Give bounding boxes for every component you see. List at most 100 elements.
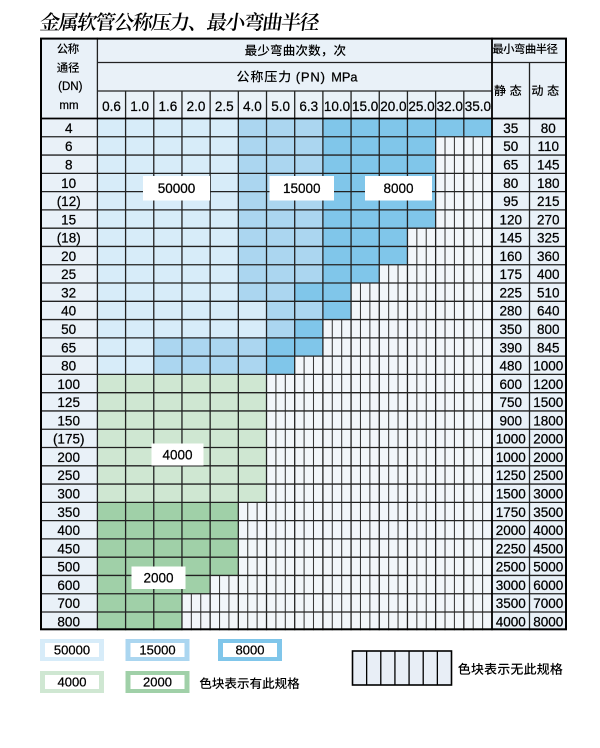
svg-text:1000: 1000 bbox=[533, 359, 563, 374]
svg-text:2500: 2500 bbox=[533, 468, 563, 483]
svg-text:300: 300 bbox=[57, 487, 80, 502]
svg-text:6: 6 bbox=[65, 139, 73, 154]
svg-text:5000: 5000 bbox=[533, 560, 563, 575]
svg-text:700: 700 bbox=[57, 596, 80, 611]
svg-text:1500: 1500 bbox=[533, 395, 563, 410]
svg-text:80: 80 bbox=[541, 121, 556, 136]
svg-text:50: 50 bbox=[61, 322, 76, 337]
svg-text:110: 110 bbox=[537, 139, 559, 154]
svg-text:35: 35 bbox=[503, 121, 518, 136]
svg-text:600: 600 bbox=[499, 377, 522, 392]
svg-text:(18): (18) bbox=[57, 231, 81, 246]
svg-text:510: 510 bbox=[537, 285, 560, 300]
svg-text:10.0: 10.0 bbox=[324, 99, 350, 114]
svg-text:180: 180 bbox=[537, 176, 560, 191]
svg-text:(175): (175) bbox=[53, 432, 85, 447]
svg-text:MPa: MPa bbox=[331, 69, 358, 84]
svg-text:(DN): (DN) bbox=[58, 81, 82, 93]
svg-text:10: 10 bbox=[61, 176, 76, 191]
svg-text:4500: 4500 bbox=[533, 541, 563, 556]
svg-text:2000: 2000 bbox=[143, 675, 172, 690]
svg-text:280: 280 bbox=[499, 304, 522, 319]
svg-text:32: 32 bbox=[61, 285, 76, 300]
svg-text:4: 4 bbox=[65, 121, 73, 136]
svg-text:15: 15 bbox=[61, 212, 76, 227]
svg-text:8000: 8000 bbox=[383, 181, 413, 196]
svg-text:6.3: 6.3 bbox=[299, 99, 318, 114]
svg-text:8000: 8000 bbox=[533, 614, 563, 629]
svg-text:4.0: 4.0 bbox=[243, 99, 262, 114]
svg-text:3000: 3000 bbox=[533, 487, 563, 502]
svg-text:40: 40 bbox=[61, 304, 76, 319]
svg-text:32.0: 32.0 bbox=[437, 99, 463, 114]
svg-text:800: 800 bbox=[537, 322, 560, 337]
svg-text:390: 390 bbox=[499, 340, 522, 355]
svg-text:50: 50 bbox=[503, 139, 518, 154]
svg-text:3500: 3500 bbox=[533, 505, 563, 520]
svg-text:900: 900 bbox=[499, 413, 522, 428]
svg-text:125: 125 bbox=[57, 395, 80, 410]
svg-text:1500: 1500 bbox=[496, 487, 526, 502]
svg-text:400: 400 bbox=[57, 523, 80, 538]
svg-text:1200: 1200 bbox=[533, 377, 563, 392]
svg-text:25.0: 25.0 bbox=[408, 99, 434, 114]
svg-text:350: 350 bbox=[57, 505, 80, 520]
svg-text:1.0: 1.0 bbox=[130, 99, 149, 114]
svg-text:600: 600 bbox=[57, 578, 80, 593]
svg-text:95: 95 bbox=[503, 194, 518, 209]
svg-text:145: 145 bbox=[537, 158, 560, 173]
svg-text:35.0: 35.0 bbox=[465, 99, 491, 114]
svg-text:1000: 1000 bbox=[496, 450, 526, 465]
svg-text:15.0: 15.0 bbox=[352, 99, 378, 114]
svg-text:4000: 4000 bbox=[58, 675, 87, 690]
svg-text:3500: 3500 bbox=[496, 596, 526, 611]
svg-text:3000: 3000 bbox=[496, 578, 526, 593]
svg-text:200: 200 bbox=[57, 450, 80, 465]
svg-text:4000: 4000 bbox=[162, 447, 192, 462]
svg-text:8: 8 bbox=[65, 158, 73, 173]
svg-text:80: 80 bbox=[503, 176, 518, 191]
svg-text:1250: 1250 bbox=[496, 468, 526, 483]
svg-text:120: 120 bbox=[499, 212, 522, 227]
svg-text:175: 175 bbox=[499, 267, 522, 282]
svg-text:mm: mm bbox=[59, 100, 78, 112]
svg-text:450: 450 bbox=[57, 541, 80, 556]
svg-text:640: 640 bbox=[537, 304, 560, 319]
svg-text:150: 150 bbox=[57, 413, 80, 428]
svg-text:1800: 1800 bbox=[533, 413, 563, 428]
svg-text:(PN): (PN) bbox=[296, 69, 326, 84]
svg-text:5.0: 5.0 bbox=[271, 99, 290, 114]
svg-text:215: 215 bbox=[537, 194, 560, 209]
svg-text:480: 480 bbox=[499, 359, 522, 374]
svg-text:2250: 2250 bbox=[496, 541, 526, 556]
svg-text:2000: 2000 bbox=[533, 450, 563, 465]
svg-text:65: 65 bbox=[503, 158, 518, 173]
svg-text:2000: 2000 bbox=[533, 432, 563, 447]
svg-text:360: 360 bbox=[537, 249, 560, 264]
svg-text:250: 250 bbox=[57, 468, 80, 483]
svg-text:2000: 2000 bbox=[143, 571, 173, 586]
svg-text:400: 400 bbox=[537, 267, 560, 282]
svg-text:7000: 7000 bbox=[533, 596, 563, 611]
svg-text:845: 845 bbox=[537, 340, 560, 355]
svg-text:50000: 50000 bbox=[54, 643, 90, 658]
svg-text:2.5: 2.5 bbox=[215, 99, 234, 114]
svg-text:325: 325 bbox=[537, 231, 560, 246]
svg-text:145: 145 bbox=[499, 231, 522, 246]
svg-text:50000: 50000 bbox=[158, 181, 196, 196]
svg-text:8000: 8000 bbox=[236, 643, 265, 658]
svg-text:(12): (12) bbox=[57, 194, 81, 209]
svg-text:100: 100 bbox=[57, 377, 80, 392]
svg-text:65: 65 bbox=[61, 340, 76, 355]
svg-text:25: 25 bbox=[61, 267, 76, 282]
svg-text:4000: 4000 bbox=[496, 614, 526, 629]
svg-text:2500: 2500 bbox=[496, 560, 526, 575]
svg-text:15000: 15000 bbox=[139, 643, 175, 658]
svg-text:0.6: 0.6 bbox=[102, 99, 121, 114]
svg-text:350: 350 bbox=[499, 322, 522, 337]
svg-text:225: 225 bbox=[499, 285, 522, 300]
svg-text:1000: 1000 bbox=[496, 432, 526, 447]
svg-text:20: 20 bbox=[61, 249, 76, 264]
svg-text:80: 80 bbox=[61, 359, 76, 374]
svg-text:800: 800 bbox=[57, 614, 80, 629]
